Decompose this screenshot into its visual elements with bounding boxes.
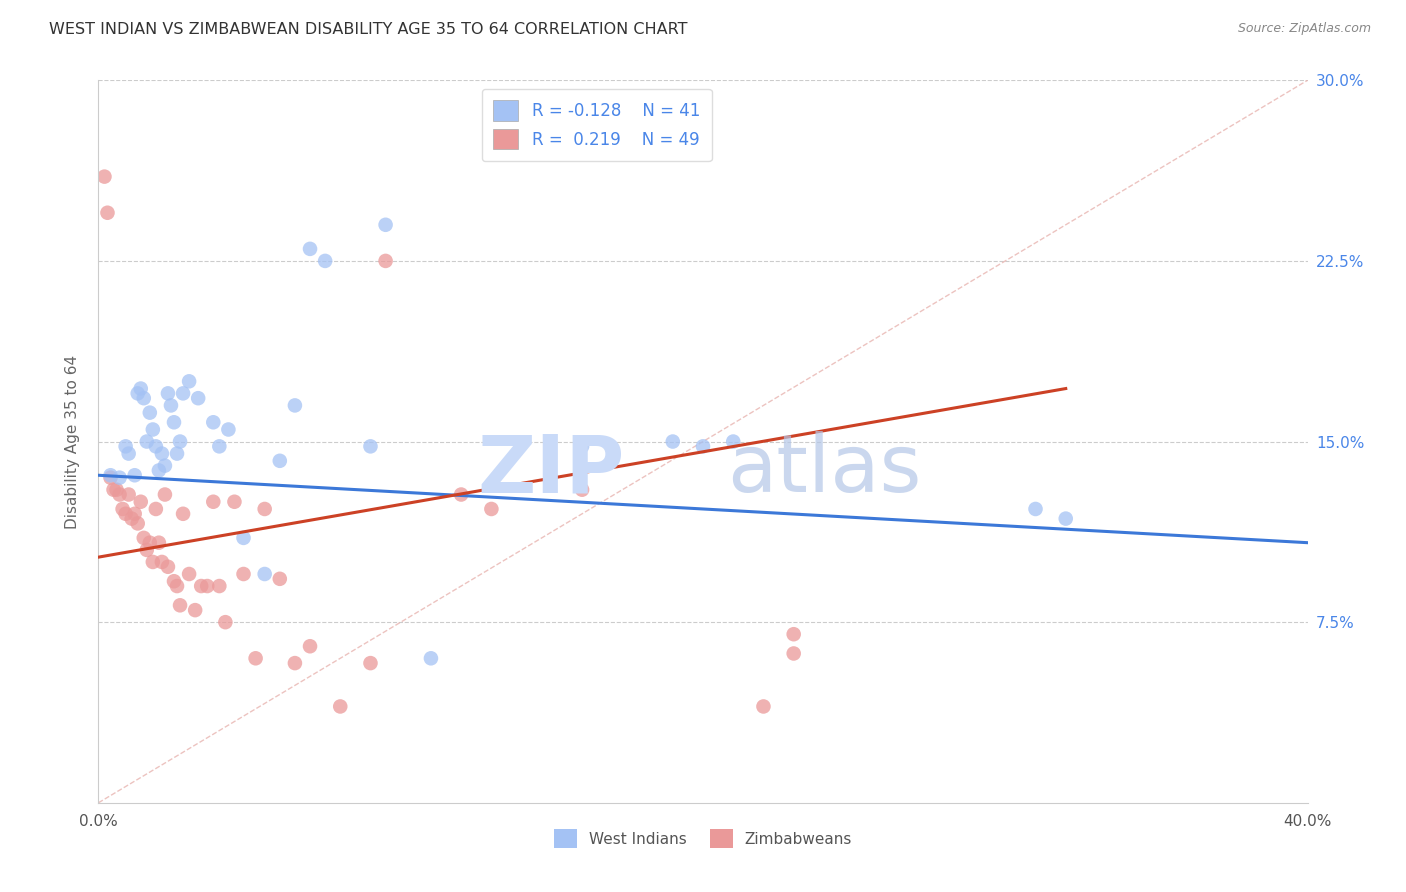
Zimbabweans [224,494,246,508]
Zimbabweans [232,567,254,582]
West Indians [723,434,745,449]
West Indians [142,422,165,436]
West Indians [1054,511,1077,525]
Zimbabweans [783,647,806,661]
West Indians [208,439,231,453]
West Indians [360,439,382,453]
Y-axis label: Disability Age 35 to 64: Disability Age 35 to 64 [65,354,80,529]
Zimbabweans [245,651,267,665]
West Indians [163,415,186,429]
Zimbabweans [253,502,276,516]
West Indians [114,439,136,453]
Zimbabweans [145,502,167,516]
West Indians [187,391,209,405]
Zimbabweans [195,579,218,593]
Zimbabweans [100,470,122,484]
Zimbabweans [129,494,152,508]
Zimbabweans [214,615,236,630]
West Indians [232,531,254,545]
Zimbabweans [329,699,352,714]
Zimbabweans [127,516,149,531]
Zimbabweans [184,603,207,617]
West Indians [153,458,176,473]
West Indians [692,439,714,453]
Zimbabweans [111,502,134,516]
Zimbabweans [571,483,593,497]
West Indians [169,434,191,449]
West Indians [269,454,291,468]
West Indians [166,446,188,460]
Text: Source: ZipAtlas.com: Source: ZipAtlas.com [1237,22,1371,36]
West Indians [571,439,593,453]
West Indians [217,422,239,436]
Zimbabweans [108,487,131,501]
Zimbabweans [105,483,128,497]
Zimbabweans [269,572,291,586]
West Indians [129,382,152,396]
Zimbabweans [103,483,125,497]
Zimbabweans [169,599,191,613]
West Indians [299,242,322,256]
Zimbabweans [172,507,194,521]
West Indians [139,406,162,420]
Zimbabweans [450,487,472,501]
West Indians [132,391,155,405]
Zimbabweans [135,542,157,557]
West Indians [135,434,157,449]
Zimbabweans [121,511,143,525]
West Indians [284,398,307,412]
Text: ZIP: ZIP [477,432,624,509]
West Indians [172,386,194,401]
West Indians [148,463,170,477]
West Indians [156,386,179,401]
Zimbabweans [114,507,136,521]
Zimbabweans [150,555,173,569]
Zimbabweans [190,579,212,593]
Text: atlas: atlas [727,432,921,509]
West Indians [145,439,167,453]
Zimbabweans [202,494,225,508]
West Indians [253,567,276,582]
Zimbabweans [208,579,231,593]
West Indians [118,446,141,460]
West Indians [202,415,225,429]
West Indians [661,434,683,449]
Zimbabweans [148,535,170,549]
West Indians [1024,502,1046,516]
West Indians [374,218,396,232]
Zimbabweans [124,507,146,521]
Zimbabweans [156,559,179,574]
Zimbabweans [93,169,115,184]
West Indians [108,470,131,484]
Zimbabweans [163,574,186,589]
Zimbabweans [142,555,165,569]
West Indians [124,468,146,483]
Zimbabweans [153,487,176,501]
Zimbabweans [132,531,155,545]
West Indians [127,386,149,401]
Zimbabweans [118,487,141,501]
West Indians [160,398,183,412]
Legend: West Indians, Zimbabweans: West Indians, Zimbabweans [541,817,865,860]
Zimbabweans [783,627,806,641]
Zimbabweans [166,579,188,593]
West Indians [420,651,443,665]
Text: WEST INDIAN VS ZIMBABWEAN DISABILITY AGE 35 TO 64 CORRELATION CHART: WEST INDIAN VS ZIMBABWEAN DISABILITY AGE… [49,22,688,37]
Zimbabweans [752,699,775,714]
Zimbabweans [299,639,322,653]
West Indians [150,446,173,460]
West Indians [179,374,201,388]
Zimbabweans [374,253,396,268]
Zimbabweans [481,502,503,516]
Zimbabweans [96,205,118,219]
Zimbabweans [360,656,382,670]
Zimbabweans [139,535,162,549]
West Indians [100,468,122,483]
Zimbabweans [284,656,307,670]
West Indians [314,253,336,268]
Zimbabweans [179,567,201,582]
